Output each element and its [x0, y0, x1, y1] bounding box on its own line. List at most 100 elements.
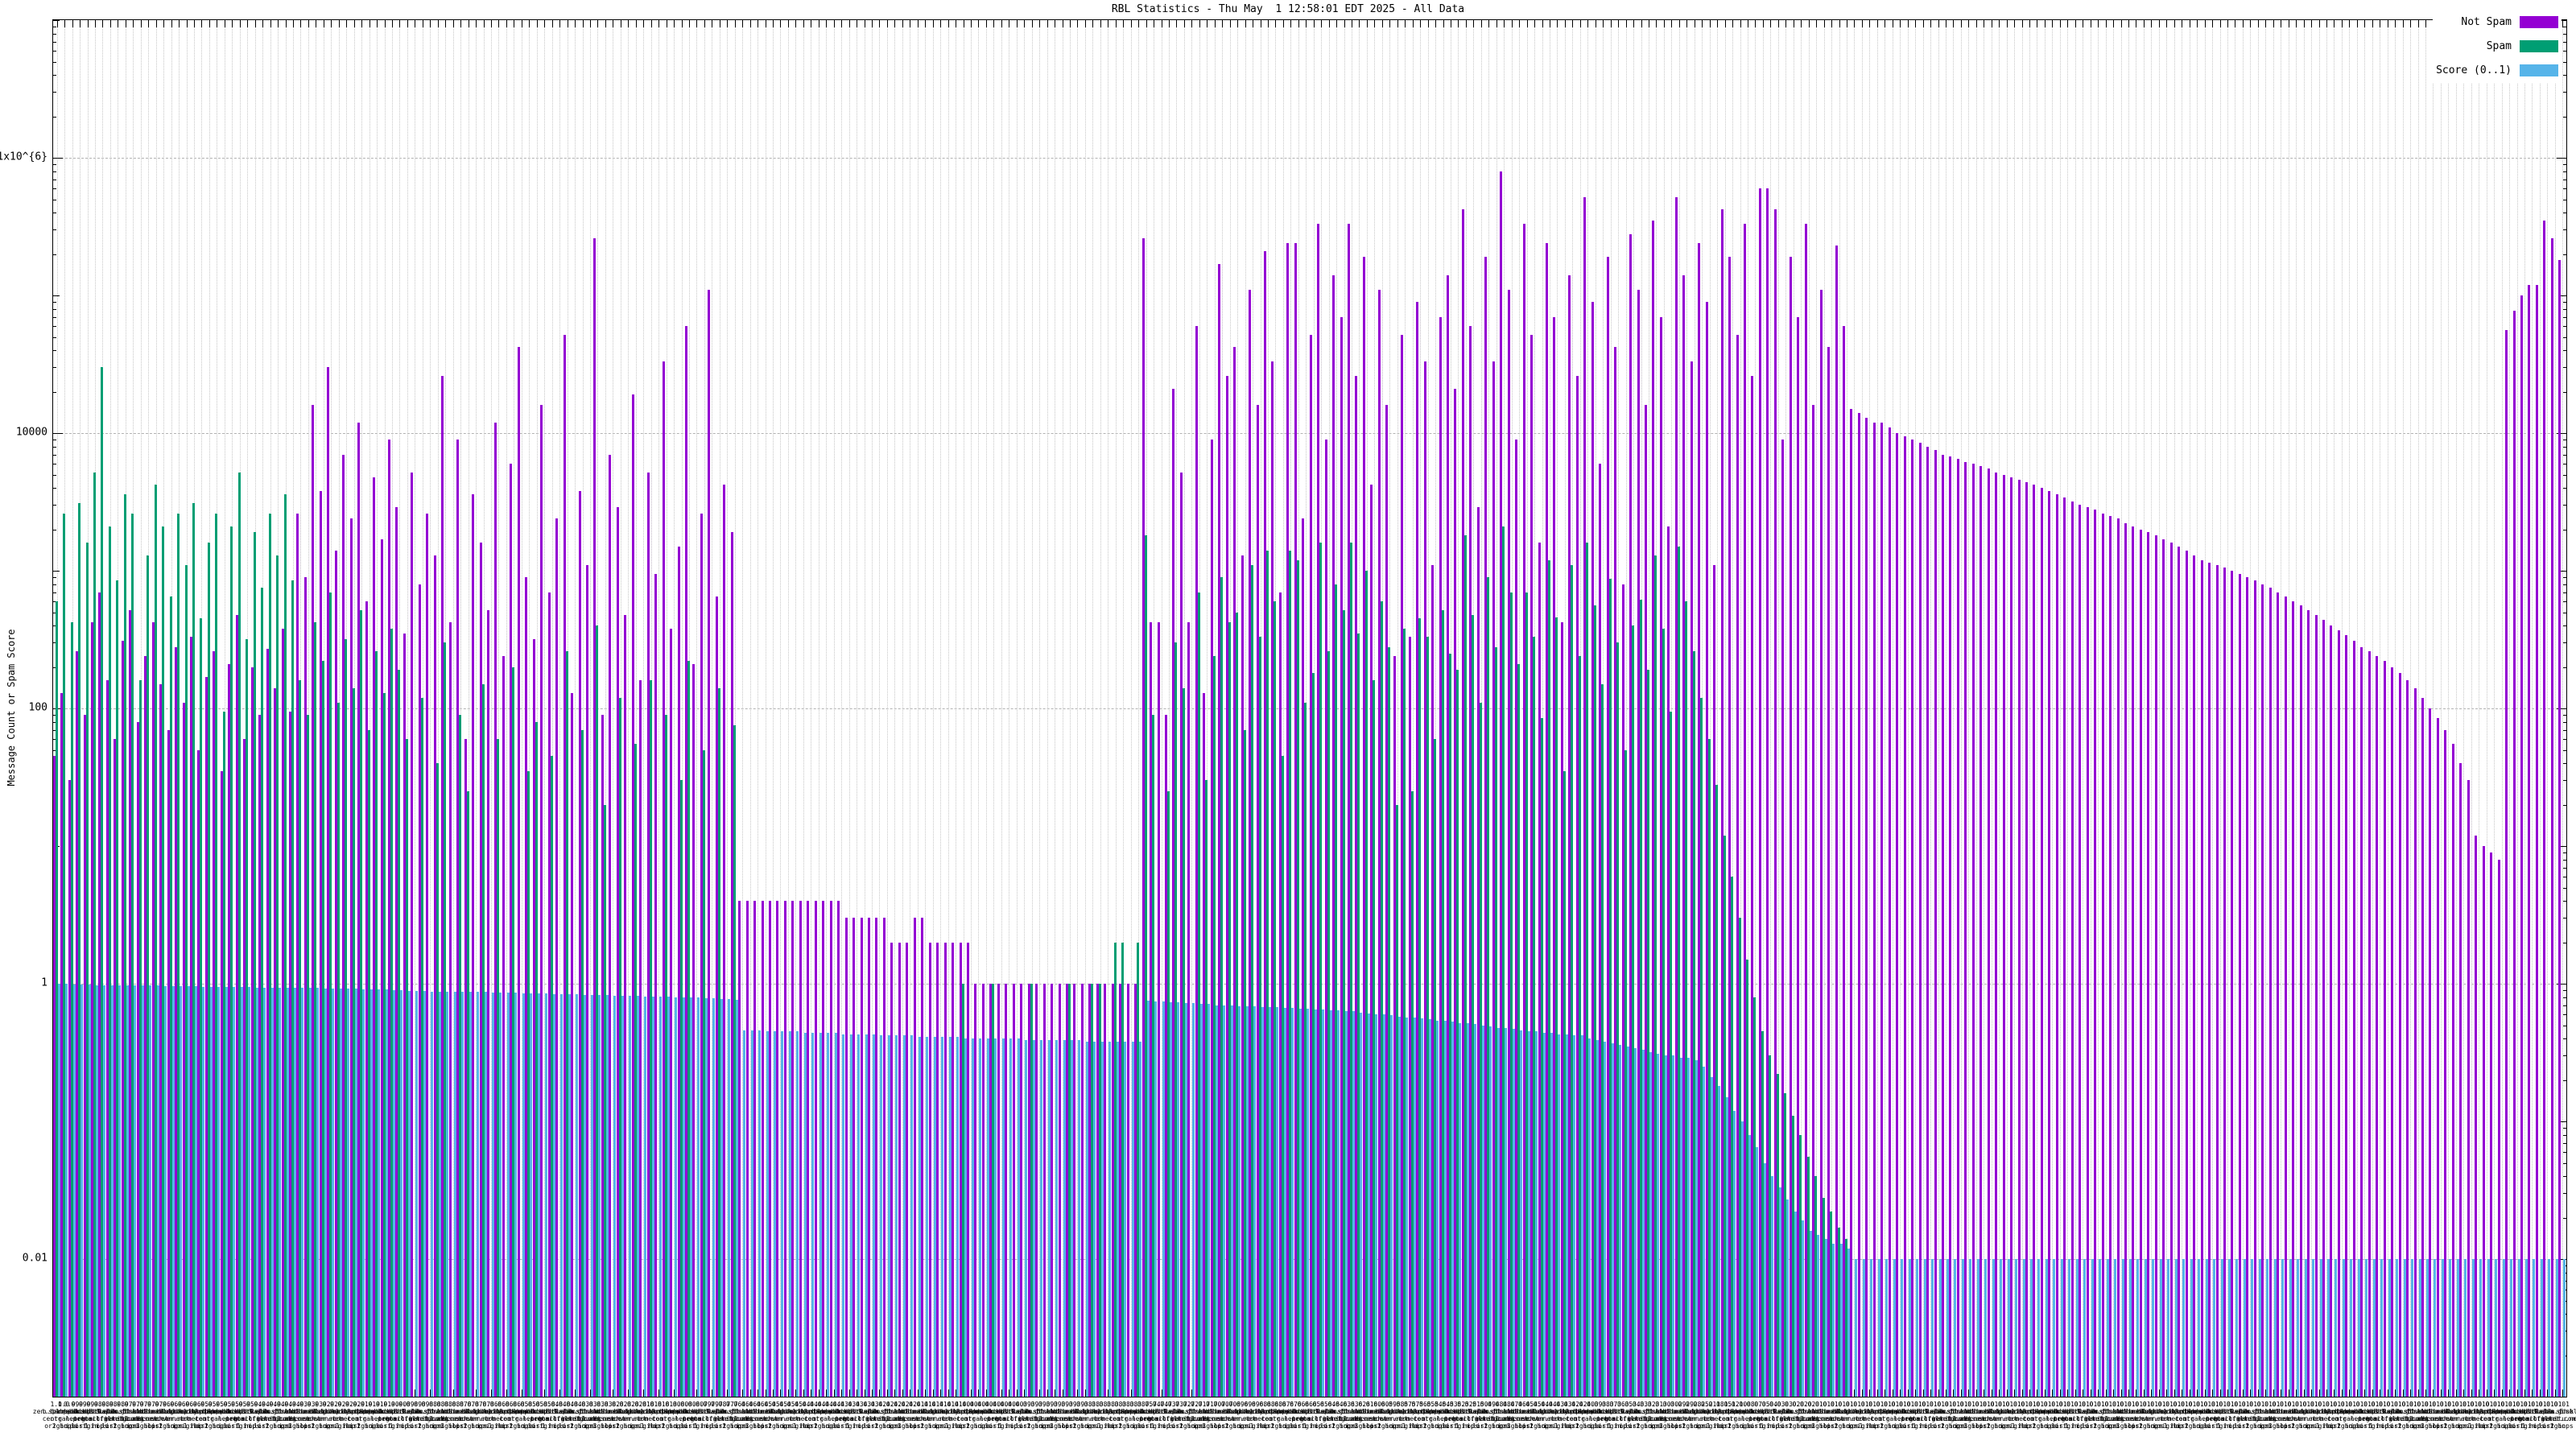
y-tick-right — [2560, 20, 2566, 21]
bar-spam — [222, 711, 225, 1397]
bar-spam — [1410, 791, 1414, 1397]
bar-spam — [1335, 584, 1338, 1397]
x-tick-top — [2410, 20, 2412, 27]
bar-score — [103, 985, 106, 1397]
bar-score — [1337, 1010, 1340, 1397]
x-tick-top — [947, 20, 949, 27]
x-tick-label: 0.98 hostkarma.junk emailfilter.com list — [80, 1401, 139, 1430]
bar-not-spam — [1560, 622, 1563, 1397]
bar-spam — [291, 580, 294, 1397]
bar-score — [1954, 1259, 1957, 1397]
y-minor-tick-right — [2563, 254, 2566, 255]
bar-not-spam — [837, 901, 840, 1397]
bar-score — [1588, 1038, 1591, 1397]
x-tick-label: 0.38 bl.spamcop net ips — [1118, 1401, 1158, 1430]
x-tick-top — [95, 20, 97, 27]
bar-score — [126, 985, 129, 1397]
bar-spam — [1472, 614, 1475, 1397]
bar-not-spam — [448, 622, 452, 1397]
x-tick-top — [1191, 20, 1193, 27]
y-minor-tick-right — [2563, 1013, 2566, 1015]
bar-spam — [306, 714, 309, 1397]
bar-not-spam — [1324, 439, 1327, 1397]
x-tick-bottom — [2402, 1389, 2404, 1397]
x-tick-top — [575, 20, 576, 27]
x-tick-label: 0.86 z.mailspike net 1 hop — [476, 1401, 519, 1430]
x-tick-label: 0.01 dnsbl-1.uce protect.net 1 hop — [1901, 1401, 1944, 1430]
bar-not-spam — [2550, 238, 2553, 1397]
x-tick-label: 0.55 zen.spamhaus org origin — [1403, 1401, 1451, 1430]
y-minor-tick-right — [2563, 576, 2566, 578]
x-tick-top — [1123, 20, 1125, 27]
x-tick-bottom — [559, 1389, 561, 1397]
bar-score — [461, 992, 464, 1397]
x-tick-top — [803, 20, 804, 27]
x-tick-label: 0.31 dnsbl.drone bl.org ips — [1634, 1401, 1677, 1430]
y-minor-tick-left — [53, 601, 56, 602]
bar-not-spam — [639, 680, 642, 1397]
bar-score — [270, 987, 274, 1397]
legend: Not Spam Spam Score (0..1) — [2433, 8, 2562, 84]
bar-score — [2495, 1259, 2498, 1397]
bar-spam — [1745, 959, 1748, 1397]
bar-not-spam — [882, 918, 886, 1397]
x-tick-top — [1199, 20, 1200, 27]
x-tick-label: 0.74 dnsbl-1.uce protect.net 1 hop — [1139, 1401, 1182, 1430]
x-tick-label: 0.38 bogons.cymru com origin — [1075, 1401, 1123, 1430]
x-tick-label: 0.01 dnsbl.spfbl net ips — [2136, 1401, 2180, 1430]
x-tick-label: 0.01 psbl.surriel com origin — [2195, 1401, 2243, 1430]
bar-not-spam — [1850, 408, 1853, 1397]
x-tick-label: 0.29 bl.mailspike net origin — [1662, 1401, 1710, 1430]
bar-spam — [1091, 984, 1094, 1397]
bar-score — [263, 987, 266, 1397]
bar-not-spam — [402, 634, 406, 1397]
bar-not-spam — [1515, 439, 1518, 1397]
bar-score — [979, 1038, 982, 1397]
x-tick-label: 0.30 truncate gbudb.net origin — [1645, 1401, 1681, 1430]
bar-score — [1360, 1012, 1363, 1397]
bar-not-spam — [571, 692, 574, 1397]
bar-not-spam — [1652, 221, 1655, 1397]
bar-not-spam — [395, 506, 398, 1397]
bar-spam — [1555, 617, 1558, 1397]
bar-not-spam — [2086, 506, 2089, 1397]
x-tick-label: 0.01 bl.nordspam com list — [2159, 1401, 2202, 1430]
x-tick-label: 0.02 dnsbl.drone bl.org ips — [1786, 1401, 1830, 1430]
bar-not-spam — [753, 901, 757, 1397]
bar-score — [1390, 1015, 1393, 1397]
x-tick-label: 0.40 dnsbl.sorbs net list — [971, 1401, 1014, 1430]
bar-score — [689, 997, 692, 1397]
x-tick-top — [2425, 20, 2426, 27]
bar-spam — [1311, 673, 1315, 1397]
x-tick-label: 0.69 rbl.inter server.net 2 hops — [1217, 1401, 1257, 1430]
x-tick-label: 0.87 bl.mailspike net origin — [444, 1401, 491, 1430]
bar-not-spam — [1591, 301, 1594, 1397]
x-tick-label: 0.45 ubl.unsub score.com list — [746, 1401, 782, 1430]
x-tick-label: 0.84 bl.0spam org ips — [543, 1401, 575, 1430]
bar-not-spam — [1637, 289, 1640, 1397]
bar-score — [750, 1030, 753, 1397]
bar-score — [423, 990, 426, 1397]
bar-score — [1703, 1067, 1706, 1397]
x-tick-label: 0.01 rbl.inter server.net 2 hops — [2283, 1401, 2322, 1430]
x-tick-bottom — [1907, 1389, 1909, 1397]
bar-score — [2205, 1259, 2208, 1397]
bar-spam — [1487, 576, 1490, 1397]
x-tick-bottom — [1024, 1389, 1026, 1397]
x-tick-label: 0.38 zen.spamhaus org origin — [1099, 1401, 1146, 1430]
bar-not-spam — [2376, 656, 2379, 1397]
x-tick-bottom — [1968, 1389, 1970, 1397]
x-tick-label: 0.10 b.barracuda central.org 2 hops — [1718, 1401, 1761, 1430]
x-tick-bottom — [452, 1389, 454, 1397]
x-tick-label: 0.01 all.s5h net origin — [1931, 1401, 1959, 1430]
bar-score — [2304, 1259, 2307, 1397]
y-minor-tick-right — [2563, 592, 2566, 593]
bar-not-spam — [2002, 474, 2005, 1397]
x-tick-top — [886, 20, 888, 27]
x-tick-label: 0.01 dnsbl.spfbl net ips — [2441, 1401, 2484, 1430]
bar-not-spam — [1294, 243, 1297, 1397]
bar-score — [1192, 1003, 1195, 1397]
bar-score — [1580, 1035, 1583, 1397]
bar-score — [2136, 1259, 2140, 1397]
x-tick-top — [536, 20, 538, 27]
